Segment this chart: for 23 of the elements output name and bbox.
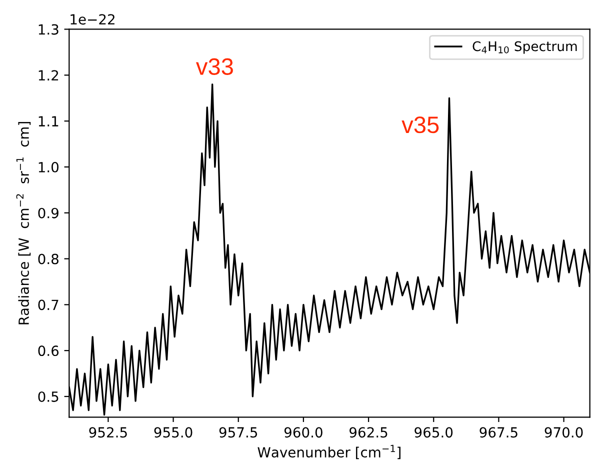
y-tick-label: 1.3	[38, 24, 58, 35]
x-tick-label: 957.5	[219, 427, 258, 438]
y-tick-label: 0.5	[38, 391, 58, 402]
legend-label: C$_{4}$H$_{10}$ Spectrum	[472, 41, 577, 54]
annotation: v33	[196, 58, 233, 75]
x-tick-label: 962.5	[350, 427, 388, 438]
x-tick-label: 965.0	[414, 427, 453, 438]
annotation: v35	[402, 116, 439, 134]
y-tick-label: 0.8	[38, 254, 58, 264]
text: 1e−22	[70, 14, 114, 25]
x-tick-label: 970.0	[544, 427, 583, 438]
y-tick-label: 1.1	[38, 116, 58, 126]
y-axis-title: Radiance [W cm$^{−2}$ sr$^{−1}$ cm]	[16, 122, 31, 324]
x-tick-label: 955.0	[154, 427, 192, 438]
y-tick-label: 0.6	[38, 346, 59, 356]
x-tick-label: 960.0	[284, 427, 322, 438]
x-axis-title: Wavenumber [cm$^{−1}$]	[258, 444, 400, 460]
x-tick-label: 967.5	[480, 427, 518, 438]
x-tick-label: 952.5	[89, 427, 127, 438]
y-tick-label: 0.7	[38, 300, 58, 310]
y-tick-label: 1.2	[38, 70, 58, 80]
y-tick-label: 1.0	[38, 162, 59, 172]
y-tick-label: 0.9	[38, 208, 58, 218]
